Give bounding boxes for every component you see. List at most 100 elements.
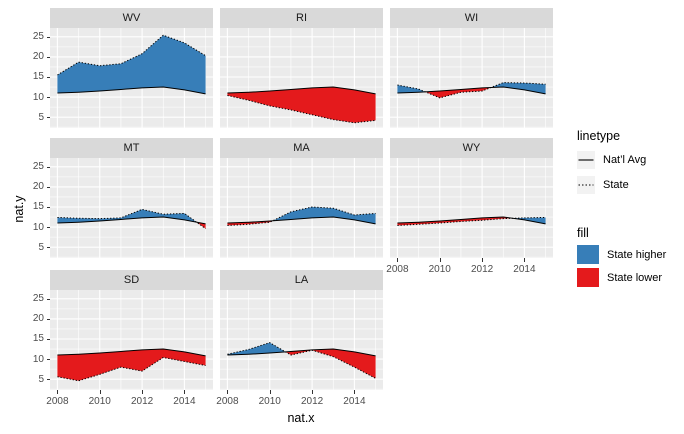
facet-strip-wi: WI xyxy=(390,8,553,28)
y-tick-label: 25 xyxy=(32,161,44,173)
state-line xyxy=(57,34,206,76)
x-tick-mark xyxy=(227,390,229,394)
ribbon-state-lower xyxy=(227,87,376,123)
national-avg-line xyxy=(57,86,206,95)
facet-panel-wi xyxy=(390,28,553,128)
solid-line-key-icon xyxy=(577,151,595,169)
x-tick-label: 2010 xyxy=(428,264,451,275)
ribbon-state-higher xyxy=(227,342,286,356)
state-line xyxy=(397,82,546,99)
facet-strip-wv: WV xyxy=(50,8,213,28)
facet-panel-la xyxy=(220,290,383,390)
state-line xyxy=(57,356,206,382)
facet-strip-la: LA xyxy=(220,270,383,290)
x-tick-mark xyxy=(312,390,314,394)
national-avg-line xyxy=(227,348,376,357)
x-tick-mark xyxy=(57,390,59,394)
ribbon-state-higher xyxy=(57,35,206,94)
ribbon-state-lower xyxy=(425,87,491,98)
y-tick-mark xyxy=(46,36,50,38)
x-tick-label: 2014 xyxy=(173,396,196,407)
legend-item-state-higher: State higher xyxy=(577,245,666,264)
fill-legend-title: fill xyxy=(577,226,589,240)
y-tick-mark xyxy=(46,186,50,188)
y-tick-label: 10 xyxy=(32,353,44,365)
legend-item-state-lower: State lower xyxy=(577,268,662,287)
x-tick-label: 2012 xyxy=(130,396,154,407)
ribbon-state-lower xyxy=(285,349,376,379)
legend-label-natl-avg: Nat’l Avg xyxy=(603,154,647,166)
facet-panel-sd xyxy=(50,290,213,390)
y-tick-label: 25 xyxy=(32,293,44,305)
legend-label-state: State xyxy=(603,179,629,191)
national-avg-line xyxy=(397,86,546,95)
x-tick-mark xyxy=(524,258,526,262)
national-avg-line xyxy=(227,86,376,95)
ribbon-state-higher xyxy=(272,207,376,224)
state-higher-swatch-icon xyxy=(577,245,599,264)
state-line xyxy=(57,208,206,230)
x-tick-mark xyxy=(397,258,399,262)
facet-strip-sd: SD xyxy=(50,270,213,290)
y-tick-label: 25 xyxy=(32,31,44,43)
national-avg-line xyxy=(57,348,206,357)
linetype-legend-title: linetype xyxy=(577,129,621,143)
x-tick-mark xyxy=(269,390,271,394)
facet-strip-ma: MA xyxy=(220,138,383,158)
facet-strip-mt: MT xyxy=(50,138,213,158)
legend-item-state: State xyxy=(577,176,629,194)
facet-strip-ri: RI xyxy=(220,8,383,28)
facet-panel-ma xyxy=(220,158,383,258)
y-tick-label: 5 xyxy=(38,241,44,253)
facet-panel-wy xyxy=(390,158,553,258)
x-tick-label: 2010 xyxy=(258,396,281,407)
y-tick-mark xyxy=(46,247,50,249)
y-tick-mark xyxy=(46,227,50,229)
legend-label-state-lower: State lower xyxy=(607,271,663,284)
state-line xyxy=(227,206,376,226)
x-tick-label: 2014 xyxy=(343,396,366,407)
x-tick-label: 2008 xyxy=(46,396,69,407)
x-tick-mark xyxy=(142,390,144,394)
y-tick-mark xyxy=(46,166,50,168)
x-tick-mark xyxy=(184,390,186,394)
x-tick-mark xyxy=(99,390,101,394)
legend-item-natl-avg: Nat’l Avg xyxy=(577,151,646,169)
x-tick-label: 2014 xyxy=(513,264,536,275)
x-tick-label: 2008 xyxy=(216,396,239,407)
facet-panel-wv xyxy=(50,28,213,128)
state-line xyxy=(227,342,376,379)
x-axis-title: nat.x xyxy=(287,411,315,425)
state-lower-swatch-icon xyxy=(577,268,599,287)
y-tick-label: 10 xyxy=(32,91,44,103)
y-tick-label: 10 xyxy=(32,221,44,233)
x-tick-mark xyxy=(354,390,356,394)
y-tick-mark xyxy=(46,379,50,381)
x-tick-label: 2010 xyxy=(88,396,111,407)
dotted-line-key-icon xyxy=(577,176,595,194)
y-tick-label: 20 xyxy=(32,313,44,325)
x-tick-label: 2012 xyxy=(470,264,494,275)
y-tick-mark xyxy=(46,318,50,320)
y-tick-mark xyxy=(46,97,50,99)
y-tick-mark xyxy=(46,117,50,119)
y-tick-mark xyxy=(46,359,50,361)
y-tick-label: 5 xyxy=(38,373,44,385)
y-tick-label: 5 xyxy=(38,111,44,123)
facet-strip-wy: WY xyxy=(390,138,553,158)
state-line xyxy=(227,94,376,124)
y-tick-label: 15 xyxy=(32,333,44,345)
ribbon-state-lower xyxy=(57,349,206,381)
y-tick-mark xyxy=(46,206,50,208)
x-tick-label: 2012 xyxy=(300,396,324,407)
ribbon-state-higher xyxy=(57,209,197,224)
legend-label-state-higher: State higher xyxy=(607,248,667,261)
y-tick-mark xyxy=(46,298,50,300)
y-tick-mark xyxy=(46,56,50,58)
y-tick-label: 20 xyxy=(32,181,44,193)
y-tick-label: 15 xyxy=(32,71,44,83)
national-avg-line xyxy=(227,216,376,225)
y-tick-mark xyxy=(46,76,50,78)
y-tick-label: 15 xyxy=(32,201,44,213)
